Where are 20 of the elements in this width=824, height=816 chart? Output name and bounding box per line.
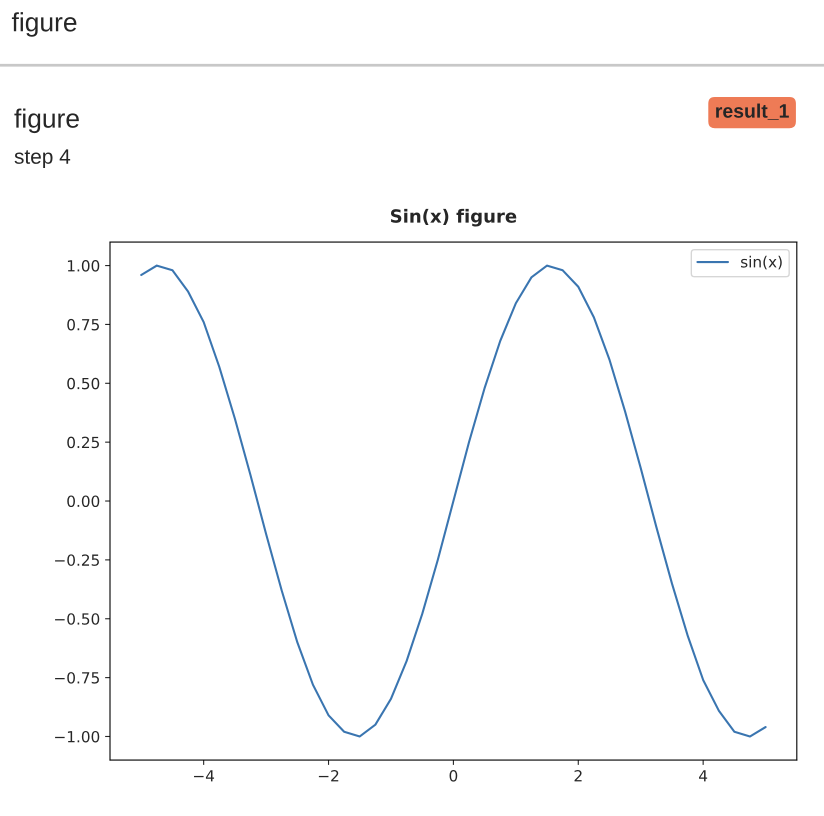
text: figure: [12, 12, 76, 37]
y-tick-label: −0.25: [55, 554, 99, 566]
text: result_1: [716, 104, 789, 120]
legend-label: sin(x): [741, 256, 782, 270]
y-tick-label: −0.50: [55, 613, 100, 625]
y-tick-label: −0.75: [55, 672, 99, 684]
y-tick-label: 0.00: [67, 495, 100, 508]
x-tick-label: 2: [574, 770, 582, 782]
y-tick-label: 1.00: [68, 260, 100, 272]
y-tick-label: 0.75: [67, 318, 99, 330]
x-tick-label: 0: [450, 770, 458, 782]
y-tick-label: 0.50: [67, 378, 100, 390]
x-tick-label: 4: [699, 770, 708, 782]
x-tick-label: −2: [318, 770, 338, 782]
text: figure: [14, 108, 79, 134]
y-tick-label: 0.25: [67, 436, 99, 448]
x-tick-label: −4: [194, 770, 214, 782]
y-tick-label: −1.00: [55, 730, 100, 742]
chart-title: Sin(x) figure: [390, 208, 516, 226]
text: step 4: [14, 149, 70, 168]
